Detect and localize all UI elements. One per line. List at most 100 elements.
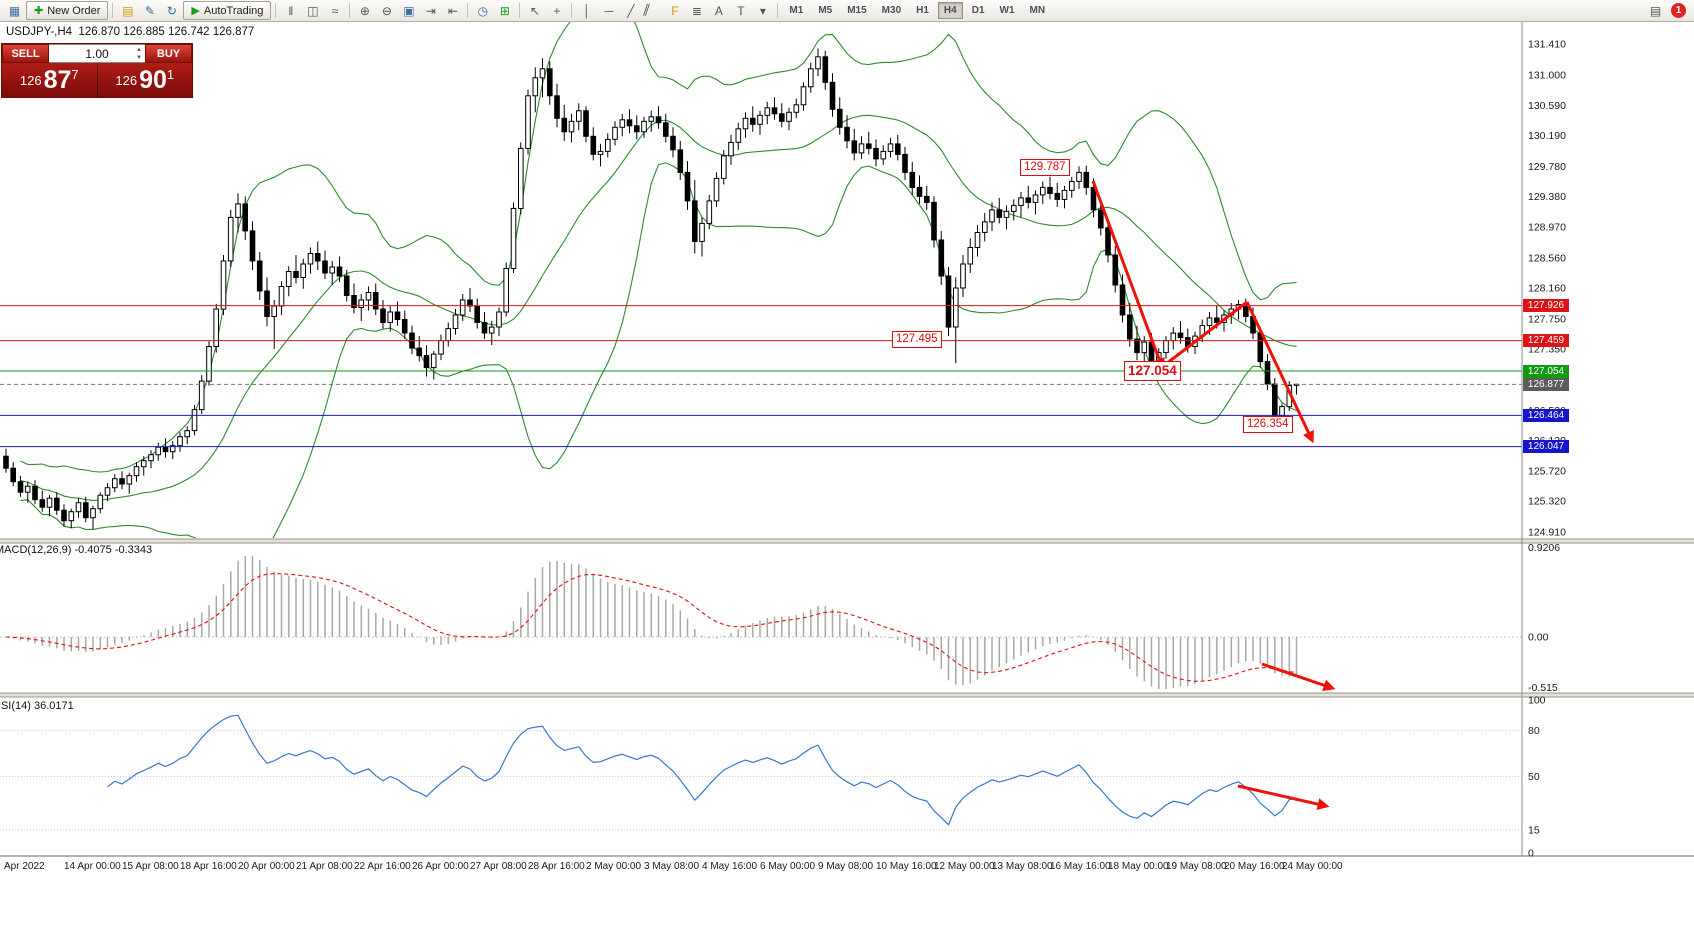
toolbar-separator <box>519 3 521 18</box>
volume-input[interactable]: 1.00 ▲ ▼ <box>49 44 145 63</box>
time-axis-label: 12 May 00:00 <box>934 861 995 872</box>
buy-price-prefix: 126 <box>115 72 138 88</box>
time-axis-label: 13 May 08:00 <box>992 861 1053 872</box>
rsi-scale-label: 15 <box>1528 825 1540 837</box>
time-axis-label: 16 May 16:00 <box>1050 861 1111 872</box>
zoom-in-icon[interactable]: ⊕ <box>359 3 370 18</box>
price-axis-label: 129.780 <box>1528 161 1566 173</box>
price-axis-label: 125.720 <box>1528 466 1566 478</box>
toolbar-separator <box>349 3 351 18</box>
toolbar-separator <box>467 3 469 18</box>
timeframe-h1[interactable]: H1 <box>916 5 929 16</box>
fibonacci-icon[interactable]: F <box>671 3 679 18</box>
time-axis-label: 4 May 16:00 <box>702 861 757 872</box>
period-icon[interactable]: ◷ <box>477 3 489 18</box>
macd-scale-label: 0.9206 <box>1528 542 1560 554</box>
time-axis-label: 6 May 00:00 <box>760 861 815 872</box>
coins-icon[interactable]: ▤ <box>122 3 134 18</box>
timeframe-m1[interactable]: M1 <box>789 5 804 16</box>
macd-scale-label: -0.515 <box>1528 682 1558 694</box>
vertical-line-icon[interactable]: │ <box>583 3 591 18</box>
one-click-trading-widget: SELL 1.00 ▲ ▼ BUY 126 87 7 126 90 1 <box>1 43 193 98</box>
rsi-scale-label: 80 <box>1528 725 1540 737</box>
toolbar-separator <box>571 3 573 18</box>
spin-down-icon[interactable]: ▼ <box>136 55 142 61</box>
macd-label: MACD(12,26,9) -0.4075 -0.3343 <box>0 544 153 556</box>
price-tag: 127.459 <box>1523 334 1569 348</box>
price-tag: 127.926 <box>1523 299 1569 313</box>
time-axis-label: 18 May 00:00 <box>1108 861 1169 872</box>
text-icon[interactable]: A <box>714 3 723 18</box>
timeframe-m15[interactable]: M15 <box>847 5 867 16</box>
autotrading-icon: ▶ <box>191 5 200 17</box>
buy-button[interactable]: BUY <box>145 44 192 63</box>
sell-button[interactable]: SELL <box>2 44 49 63</box>
chart-shift-icon[interactable]: ⇤ <box>447 3 458 18</box>
volume-value: 1.00 <box>85 46 109 61</box>
indicators-icon[interactable]: ⊞ <box>499 3 510 18</box>
rsi-scale-label: 0 <box>1528 848 1534 860</box>
timeframe-mn[interactable]: MN <box>1029 5 1046 16</box>
crosshair-icon[interactable]: + <box>553 3 561 18</box>
editor-icon[interactable]: ✎ <box>144 3 155 18</box>
price-axis-label: 129.380 <box>1528 191 1566 203</box>
toolbar-separator <box>275 3 277 18</box>
timeframe-w1[interactable]: W1 <box>999 5 1015 16</box>
channel-icon[interactable]: ∥ <box>641 1 653 16</box>
time-axis-label: 27 Apr 08:00 <box>470 861 527 872</box>
price-tag: 127.054 <box>1523 364 1569 378</box>
auto-scroll-icon[interactable]: ⇥ <box>425 3 436 18</box>
timeframe-d1[interactable]: D1 <box>971 5 985 16</box>
cursor-icon[interactable]: ↖ <box>529 3 540 18</box>
toolbar-separator <box>112 3 114 18</box>
objects-icon[interactable]: ≣ <box>691 3 702 18</box>
timeframe-h4[interactable]: H4 <box>937 2 963 19</box>
price-axis-label: 128.970 <box>1528 222 1566 234</box>
new-chart-icon[interactable]: ▦ <box>8 3 21 18</box>
volume-spinner[interactable]: ▲ ▼ <box>136 46 142 62</box>
sell-price-prefix: 126 <box>19 72 42 88</box>
new-order-button[interactable]: ✚ New Order <box>26 1 109 20</box>
price-tag: 126.047 <box>1523 440 1569 454</box>
bar-chart-icon[interactable]: ‖ <box>288 3 294 18</box>
autotrading-label: AutoTrading <box>203 4 264 17</box>
new-order-icon: ✚ <box>34 5 44 17</box>
buy-price[interactable]: 126 90 1 <box>96 63 193 97</box>
sell-price[interactable]: 126 87 7 <box>2 63 97 97</box>
candlestick-icon[interactable]: ◫ <box>307 3 319 18</box>
new-order-label: New Order <box>47 4 101 17</box>
macd-scale-label: 0.00 <box>1528 632 1549 644</box>
time-axis-label: 10 May 16:00 <box>876 861 937 872</box>
time-axis-label: 20 Apr 00:00 <box>238 861 295 872</box>
timeframe-m30[interactable]: M30 <box>881 5 902 16</box>
price-annotation[interactable]: 127.495 <box>892 331 942 348</box>
time-axis-label: 26 Apr 00:00 <box>412 861 469 872</box>
spin-up-icon[interactable]: ▲ <box>136 47 142 53</box>
news-icon[interactable]: ▤ <box>1649 3 1662 18</box>
toolbar: ▦ ✚ New Order ▤ ✎ ↻ ▶ AutoTrading ‖ ◫ ≈ … <box>0 0 1694 22</box>
refresh-icon[interactable]: ↻ <box>166 3 177 18</box>
tile-windows-icon[interactable]: ▣ <box>403 3 415 18</box>
price-axis-label: 130.190 <box>1528 130 1566 142</box>
autotrading-button[interactable]: ▶ AutoTrading <box>183 1 272 20</box>
trendline-icon[interactable]: ╱ <box>627 3 635 18</box>
time-axis-label: 24 May 00:00 <box>1282 861 1343 872</box>
notification-badge[interactable]: 1 <box>1671 3 1686 18</box>
arrow-tools-icon[interactable]: ▾ <box>759 3 766 18</box>
time-axis-label: 9 May 08:00 <box>818 861 873 872</box>
price-annotation[interactable]: 127.054 <box>1124 361 1181 381</box>
price-annotation[interactable]: 126.354 <box>1243 416 1293 433</box>
zoom-out-icon[interactable]: ⊖ <box>381 3 392 18</box>
price-axis-label: 125.320 <box>1528 496 1566 508</box>
price-axis-label: 131.410 <box>1528 39 1566 51</box>
line-chart-icon[interactable]: ≈ <box>331 3 339 18</box>
price-axis-label: 128.160 <box>1528 283 1566 295</box>
chart-title: USDJPY-,H4 126.870 126.885 126.742 126.8… <box>6 26 255 38</box>
price-tag: 126.877 <box>1523 377 1569 391</box>
price-annotation[interactable]: 129.787 <box>1020 159 1070 176</box>
label-icon[interactable]: T <box>737 3 745 18</box>
price-axis-label: 124.910 <box>1528 527 1566 539</box>
timeframe-m5[interactable]: M5 <box>818 5 833 16</box>
horizontal-line-icon[interactable]: ─ <box>604 3 614 18</box>
